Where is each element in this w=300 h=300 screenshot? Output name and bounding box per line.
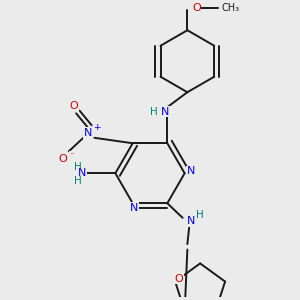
Text: N: N [84, 128, 92, 138]
Text: CH₃: CH₃ [221, 3, 239, 14]
Text: N: N [130, 202, 139, 213]
Text: N: N [187, 167, 195, 176]
Text: O: O [69, 101, 78, 111]
Text: O: O [192, 3, 201, 14]
Text: N: N [78, 168, 87, 178]
Text: H: H [74, 162, 82, 172]
Text: H: H [74, 176, 82, 186]
Text: O: O [174, 274, 183, 284]
Text: N: N [187, 217, 195, 226]
Text: H: H [150, 107, 157, 117]
Text: N: N [161, 106, 170, 116]
Text: ⁻: ⁻ [69, 152, 74, 160]
Text: +: + [93, 124, 101, 133]
Text: O: O [58, 154, 67, 164]
Text: H: H [196, 210, 204, 220]
